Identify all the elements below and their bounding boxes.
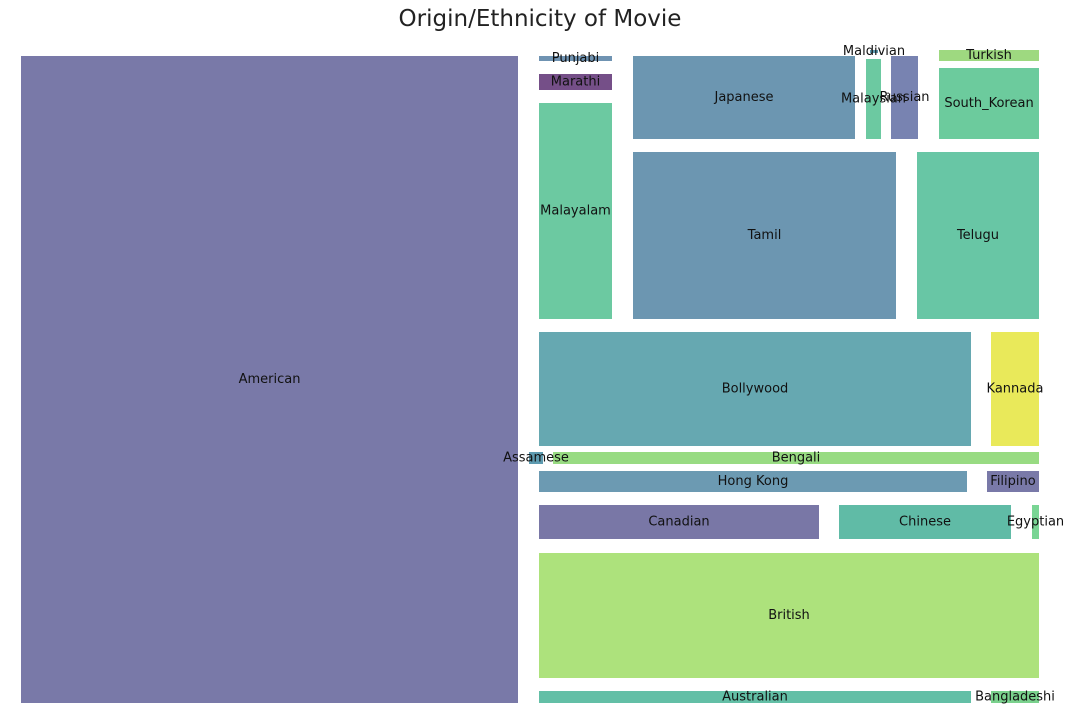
tile-punjabi	[539, 56, 612, 61]
tile-label-british: British	[768, 608, 810, 623]
tile-label-american: American	[239, 372, 301, 387]
tile-label-punjabi: Punjabi	[552, 51, 600, 66]
tile-label-hong-kong: Hong Kong	[718, 474, 789, 489]
tile-label-maldivian: Maldivian	[843, 44, 905, 59]
tile-label-canadian: Canadian	[648, 515, 709, 530]
tile-label-chinese: Chinese	[899, 515, 951, 530]
tile-bangladeshi	[991, 691, 1039, 703]
tile-maldivian	[870, 50, 878, 53]
tile-label-japanese: Japanese	[713, 90, 773, 105]
tile-label-turkish: Turkish	[965, 48, 1012, 63]
tile-assamese	[529, 452, 543, 464]
tile-american	[21, 56, 518, 703]
tile-hong-kong	[539, 471, 967, 492]
tile-malaysian	[866, 59, 881, 139]
tile-canadian	[539, 505, 819, 539]
tile-label-south-korean: South_Korean	[944, 96, 1033, 111]
tile-label-malayalam: Malayalam	[540, 204, 611, 219]
chart-title: Origin/Ethnicity of Movie	[398, 6, 682, 32]
tile-label-egyptian: Egyptian	[1007, 515, 1064, 530]
tile-bengali	[553, 452, 1039, 464]
tile-japanese	[633, 56, 855, 139]
tile-label-filipino: Filipino	[990, 474, 1035, 489]
tile-russian	[891, 56, 918, 139]
tile-label-bangladeshi: Bangladeshi	[975, 690, 1055, 705]
tile-filipino	[987, 471, 1039, 492]
tile-bollywood	[539, 332, 971, 446]
tile-kannada	[991, 332, 1039, 446]
tile-marathi	[539, 74, 612, 90]
tile-label-bollywood: Bollywood	[722, 382, 789, 397]
tile-label-malaysian: Malaysian	[841, 92, 906, 107]
tile-british	[539, 553, 1039, 678]
tile-chinese	[839, 505, 1011, 539]
tile-label-bengali: Bengali	[772, 451, 821, 466]
tile-label-kannada: Kannada	[987, 382, 1044, 397]
tile-label-telugu: Telugu	[956, 228, 999, 243]
tile-telugu	[917, 152, 1039, 319]
tile-label-tamil: Tamil	[747, 228, 782, 243]
tile-australian	[539, 691, 971, 703]
tile-label-australian: Australian	[722, 690, 788, 705]
tile-label-marathi: Marathi	[551, 75, 600, 90]
tile-turkish	[939, 50, 1039, 61]
tile-label-assamese: Assamese	[503, 451, 569, 466]
tile-tamil	[633, 152, 896, 319]
tile-egyptian	[1032, 505, 1039, 539]
tile-malayalam	[539, 103, 612, 319]
tile-label-russian: Russian	[879, 90, 929, 105]
tile-south-korean	[939, 68, 1039, 139]
